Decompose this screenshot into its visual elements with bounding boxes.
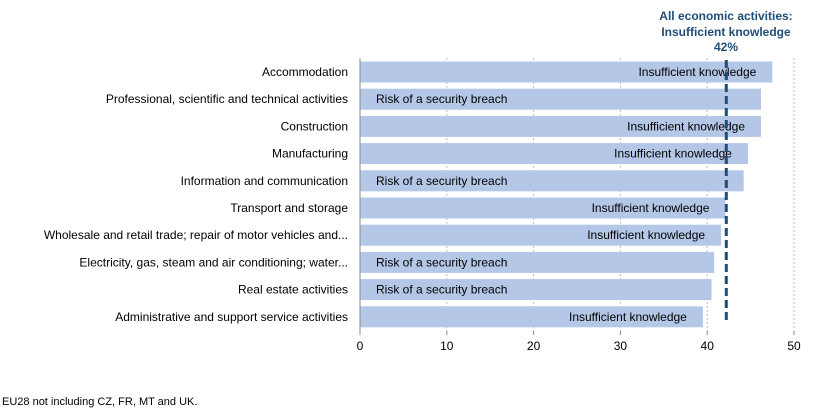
category-label: Construction (281, 119, 348, 133)
category-label: Transport and storage (230, 201, 348, 215)
reference-annotation: Insufficient knowledge (661, 25, 791, 39)
reference-annotation: All economic activities: (659, 9, 792, 23)
bar-0 (360, 61, 773, 83)
bars (360, 61, 773, 328)
x-tick-label: 40 (701, 339, 715, 353)
x-tick-label: 10 (440, 339, 454, 353)
category-label: Wholesale and retail trade; repair of mo… (44, 228, 348, 242)
category-label: Information and communication (181, 174, 348, 188)
bar-3 (360, 143, 748, 165)
bar-1 (360, 88, 762, 110)
x-tick-label: 50 (787, 339, 801, 353)
category-label: Manufacturing (272, 147, 348, 161)
category-label: Real estate activities (238, 283, 348, 297)
category-label: Administrative and support service activ… (115, 310, 348, 324)
bar-4 (360, 170, 744, 192)
x-tick-label: 0 (357, 339, 364, 353)
bar-9 (360, 306, 703, 328)
category-label: Professional, scientific and technical a… (106, 92, 348, 106)
bar-7 (360, 251, 715, 273)
reference-line: All economic activities: Insufficient kno… (659, 9, 793, 322)
x-axis-ticks: 0 10 20 30 40 50 (357, 58, 801, 353)
bar-label: Insufficient knowledge (627, 119, 745, 133)
bar-label: Insufficient knowledge (614, 147, 732, 161)
category-labels: Accommodation Professional, scientific an… (44, 65, 348, 324)
bar-label: Insufficient knowledge (638, 65, 756, 79)
category-label: Electricity, gas, steam and air conditio… (79, 255, 348, 269)
bar-8 (360, 279, 712, 301)
bar-2 (360, 115, 762, 137)
bar-labels: Insufficient knowledge Risk of a security… (376, 65, 757, 324)
x-tick-label: 30 (614, 339, 628, 353)
x-tick-label: 20 (527, 339, 541, 353)
bar-label: Insufficient knowledge (587, 228, 705, 242)
bar-label: Risk of a security breach (376, 283, 507, 297)
bar-label: Risk of a security breach (376, 174, 507, 188)
category-label: Accommodation (262, 65, 348, 79)
reference-annotation: 42% (714, 40, 738, 54)
bar-label: Insufficient knowledge (569, 310, 687, 324)
bar-label: Risk of a security breach (376, 255, 507, 269)
bar-6 (360, 224, 722, 246)
bar-label: Insufficient knowledge (592, 201, 710, 215)
bar-5 (360, 197, 726, 219)
bar-chart: Accommodation Professional, scientific an… (44, 9, 801, 353)
footnote: EU28 not including CZ, FR, MT and UK. (2, 396, 198, 408)
bar-label: Risk of a security breach (376, 92, 507, 106)
